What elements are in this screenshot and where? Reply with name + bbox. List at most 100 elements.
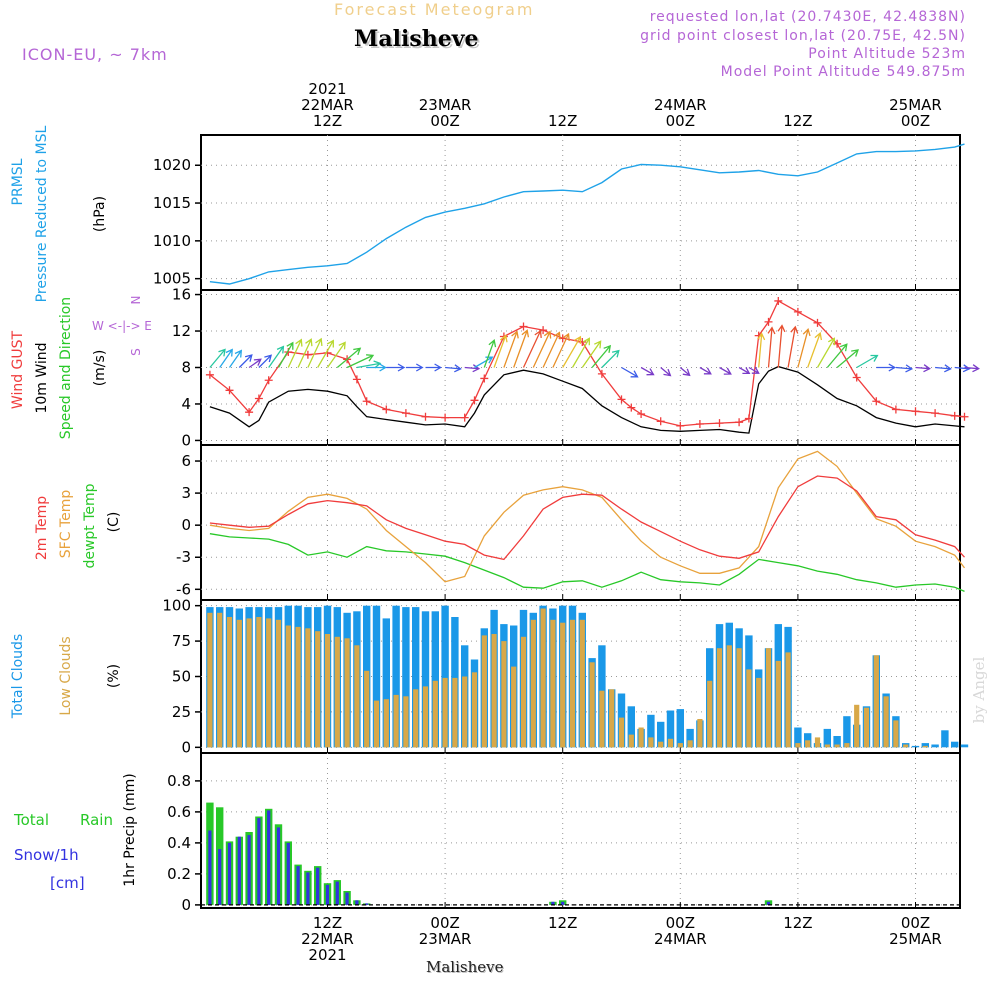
low-cloud-bar (775, 660, 781, 748)
low-cloud-bar (579, 619, 585, 748)
total-cloud-bar (402, 607, 410, 748)
low-cloud-bar (432, 680, 438, 748)
low-cloud-bar (315, 631, 321, 748)
gust-marker (656, 417, 665, 426)
y-tick-label: 75 (172, 632, 191, 650)
product-title: Forecast Meteogram (334, 0, 535, 19)
gust-marker (578, 337, 587, 346)
total-cloud-bar (421, 611, 430, 748)
time-label-line: 2021 (308, 946, 347, 964)
total-cloud-bar (372, 605, 381, 748)
time-label: 12Z (758, 915, 838, 931)
time-label-line: 00Z (430, 112, 460, 130)
low-cloud-bar (207, 612, 213, 748)
wind-arrow (856, 354, 879, 369)
low-cloud-bar (275, 619, 282, 748)
gust-marker (744, 414, 753, 423)
low-cloud-bar (413, 689, 419, 748)
time-label-line: 12Z (312, 112, 343, 130)
model-label: ICON-EU, ~ 7km (22, 45, 168, 64)
wind-arrow (483, 338, 497, 368)
wind-arrow (386, 363, 406, 372)
time-label: 12Z 22MAR 2021 (288, 915, 368, 963)
total-cloud-bar (412, 607, 420, 748)
gust-marker (382, 405, 391, 414)
total-cloud-bar (657, 721, 665, 748)
time-label: 00Z 25MAR (876, 915, 956, 947)
time-label: 24MAR 00Z (640, 97, 720, 129)
low-cloud-bar (530, 619, 536, 748)
rain-precip-bar (766, 901, 771, 905)
low-cloud-bar (618, 717, 625, 748)
rain-precip-bar (355, 900, 359, 905)
precip-rain-label: Rain (80, 811, 113, 829)
dewpt-line (209, 533, 965, 592)
time-label-line: 23MAR (418, 96, 472, 114)
low-cloud-bar (364, 670, 370, 748)
prmsl-line (209, 143, 965, 285)
wind-arrow (346, 354, 375, 369)
gust-marker (764, 317, 773, 326)
wind-arrow (287, 338, 303, 368)
wind-arrow (356, 360, 382, 369)
time-label-line: 2021 (308, 80, 347, 98)
wind-arrow (366, 363, 387, 372)
gridpoint-coords: grid point closest lon,lat (20.75E, 42.5… (640, 28, 966, 44)
low-cloud-bar (334, 636, 340, 748)
low-cloud-bar (609, 689, 615, 748)
low-cloud-bar (765, 648, 772, 748)
wind-arrow (464, 364, 481, 373)
rain-precip-bar (247, 835, 251, 905)
time-label: 2021 22MAR 12Z (288, 81, 368, 129)
low-cloud-bar (256, 617, 262, 748)
gust-marker (225, 386, 234, 395)
y-tick-label: 0 (181, 738, 191, 756)
low-cloud-bar (324, 634, 331, 748)
low-cloud-bar (824, 744, 830, 748)
y-tick-label: 12 (172, 322, 191, 340)
total-cloud-bar (951, 741, 959, 748)
wind-arrow (767, 326, 776, 368)
low-cloud-bar (785, 652, 791, 748)
rain-precip-bar (325, 884, 330, 905)
sfc-temp-line (209, 450, 966, 583)
wind-arrow (757, 332, 766, 368)
precip-total-label: Total (14, 811, 50, 829)
low-cloud-bar (383, 699, 389, 748)
wind-arrow (571, 337, 590, 368)
time-label-line: 00Z (665, 914, 695, 932)
wind-arrow (405, 363, 424, 372)
y-tick-label: 1020 (153, 156, 191, 174)
wind10-line (209, 365, 965, 434)
wind-arrow (816, 337, 835, 368)
total-cloud-bar (666, 710, 675, 748)
wind-arrow (209, 348, 226, 368)
low-cloud-bar (373, 700, 380, 748)
low-cloud-bar (707, 680, 713, 748)
wind-arrow (777, 324, 786, 368)
time-label-line: 12Z (312, 914, 343, 932)
rain-precip-bar (237, 836, 241, 905)
gust-marker (597, 369, 606, 378)
time-label-line: 22MAR (301, 96, 354, 114)
precip-cm-label: [cm] (50, 874, 85, 892)
gust-marker (950, 411, 959, 420)
time-label-line: 12Z (548, 112, 578, 130)
gust-marker (931, 409, 940, 418)
gust-marker (254, 394, 263, 403)
low-cloud-bar (462, 676, 468, 748)
wind-arrow (248, 358, 262, 369)
low-cloud-bar (922, 745, 928, 748)
wind-arrow (591, 344, 612, 368)
rain-precip-bar (227, 842, 232, 905)
y-tick-label: 1005 (153, 270, 191, 288)
y-tick-label: 8 (181, 359, 191, 377)
wind-arrow (238, 354, 253, 368)
rain-precip-bar (306, 872, 310, 905)
rain-precip-bar (335, 881, 339, 905)
gust-marker (519, 322, 528, 331)
low-cloud-bar (550, 619, 556, 748)
low-cloud-bar (236, 619, 242, 748)
low-cloud-bar (442, 677, 448, 748)
gust-marker (303, 350, 312, 359)
